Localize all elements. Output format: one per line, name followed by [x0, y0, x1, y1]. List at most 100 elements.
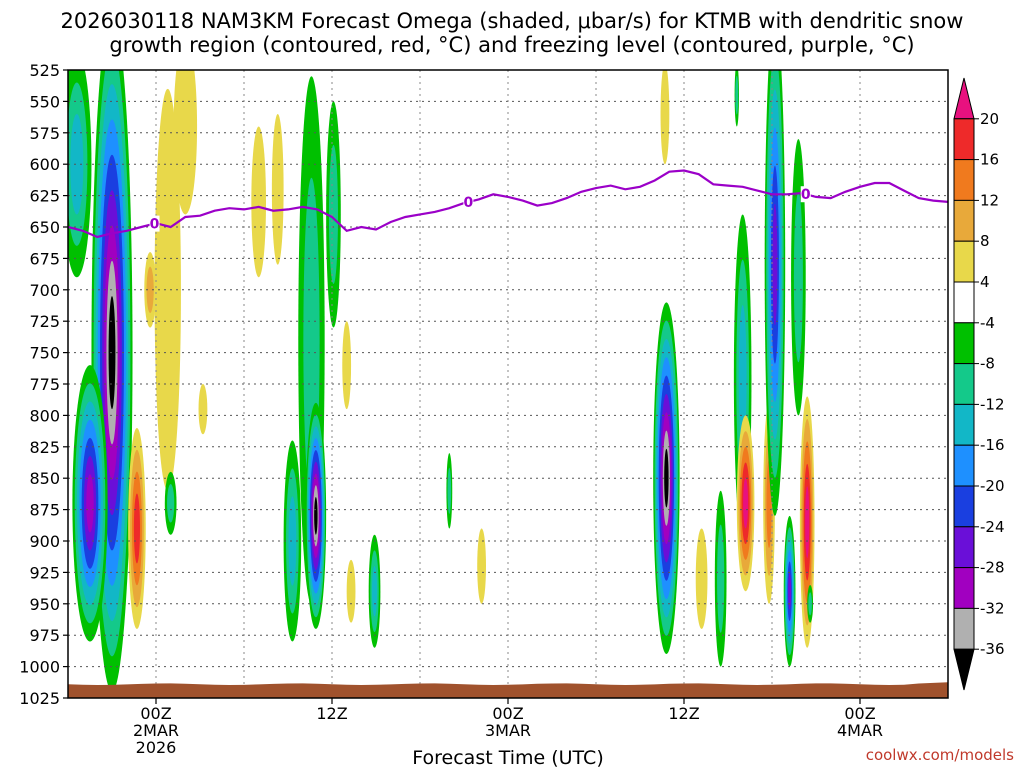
- omega-feature: [346, 559, 356, 623]
- colorbar-swatch: [953, 159, 975, 201]
- omega-contour: [660, 70, 670, 165]
- omega-feature: [734, 70, 739, 127]
- omega-contour: [477, 528, 486, 604]
- omega-contour: [146, 266, 154, 313]
- omega-contour: [251, 126, 266, 278]
- omega-contour: [808, 592, 812, 616]
- freezing-label-bg: [463, 194, 474, 211]
- omega-contour: [154, 88, 181, 491]
- omega-contour: [198, 384, 208, 435]
- omega-contour: [793, 192, 803, 363]
- omega-contour: [735, 75, 739, 115]
- colorbar: 20 16 12 8 4 -4 -8 -12 -16 -20 -24 -28 -32 -36: [953, 77, 1005, 691]
- omega-contour: [346, 559, 356, 623]
- colorbar-swatch: [953, 403, 975, 446]
- colorbar-swatch: [953, 322, 975, 365]
- colorbar-label: -20: [980, 477, 1005, 495]
- colorbar-label: 16: [980, 151, 999, 169]
- x-tick-label: 3MAR: [485, 721, 531, 740]
- x-tick-label: 2026: [136, 738, 177, 757]
- omega-feature: [251, 126, 266, 278]
- x-tick-label: 2MAR: [133, 721, 179, 740]
- omega-feature: [653, 302, 680, 655]
- omega-contour: [314, 497, 318, 535]
- omega-contour: [86, 474, 94, 533]
- y-tick-label: 750: [29, 344, 60, 363]
- colorbar-swatch: [953, 77, 975, 120]
- y-tick-label: 775: [29, 375, 60, 394]
- colorbar-label: -32: [980, 599, 1005, 617]
- omega-contour: [717, 524, 725, 633]
- colorbar-swatch: [953, 485, 975, 528]
- y-tick-label: 650: [29, 218, 60, 237]
- x-tick-label: 00Z: [844, 704, 875, 723]
- omega-feature: [446, 453, 453, 529]
- y-tick-label: 900: [29, 532, 60, 551]
- colorbar-swatch: [953, 281, 975, 324]
- y-axis-ticks: 525 550 575 600 625 650 675 700 725 750 775 800 825 8…: [19, 61, 68, 708]
- omega-feature: [477, 528, 486, 604]
- credit-text: coolwx.com/models: [866, 746, 1014, 764]
- x-tick-label: 12Z: [316, 704, 347, 723]
- omega-contour: [328, 144, 338, 285]
- y-tick-label: 950: [29, 595, 60, 614]
- omega-contour: [805, 486, 810, 559]
- y-tick-label: 925: [29, 563, 60, 582]
- omega-feature: [342, 321, 352, 410]
- y-tick-label: 550: [29, 92, 60, 111]
- y-tick-label: 975: [29, 626, 60, 645]
- omega-contour: [173, 70, 198, 215]
- colorbar-swatch: [953, 363, 975, 405]
- colorbar-label: 20: [980, 110, 999, 128]
- omega-feature: [144, 252, 156, 328]
- y-tick-label: 675: [29, 249, 60, 268]
- y-tick-label: 1000: [19, 658, 60, 677]
- freezing-level-label: 0: [464, 195, 474, 211]
- omega-contour: [664, 448, 669, 508]
- surface-band: [68, 682, 948, 698]
- omega-feature: [271, 113, 284, 265]
- omega-feature: [198, 384, 208, 435]
- colorbar-label: -28: [980, 559, 1005, 577]
- omega-feature: [368, 534, 381, 648]
- omega-contour: [788, 572, 792, 610]
- omega-feature: [305, 402, 327, 629]
- y-tick-label: 625: [29, 187, 60, 206]
- colorbar-label: -8: [980, 355, 995, 373]
- omega-feature: [791, 139, 806, 416]
- chart-title-line2: growth region (contoured, red, °C) and f…: [109, 33, 914, 57]
- y-tick-label: 850: [29, 469, 60, 488]
- colorbar-swatch: [953, 199, 975, 242]
- omega-feature: [783, 515, 796, 667]
- x-tick-label: 12Z: [668, 704, 699, 723]
- freezing-level-label: 0: [801, 187, 811, 203]
- omega-contour: [371, 566, 378, 617]
- x-axis-label: Forecast Time (UTC): [412, 747, 603, 768]
- y-tick-label: 725: [29, 312, 60, 331]
- omega-contour: [271, 113, 284, 265]
- omega-feature: [660, 70, 670, 165]
- omega-feature: [326, 101, 341, 328]
- colorbar-label: -4: [980, 314, 995, 332]
- omega-feature: [68, 70, 92, 278]
- omega-feature: [72, 365, 108, 642]
- y-tick-label: 825: [29, 438, 60, 457]
- freezing-level-contour: 0 0 0: [68, 169, 948, 239]
- y-tick-label: 1025: [19, 689, 60, 708]
- omega-contour: [447, 467, 452, 514]
- y-tick-label: 525: [29, 61, 60, 80]
- omega-contour: [695, 528, 708, 629]
- colorbar-label: 4: [980, 273, 990, 291]
- omega-feature: [736, 415, 755, 592]
- colorbar-swatch: [953, 526, 975, 569]
- chart-title-line1: 2026030118 NAM3KM Forecast Omega (shaded…: [61, 9, 964, 33]
- omega-contour: [288, 496, 297, 586]
- omega-contour: [342, 321, 352, 410]
- colorbar-label: -16: [980, 436, 1005, 454]
- omega-feature: [764, 70, 786, 516]
- y-tick-label: 800: [29, 406, 60, 425]
- grid-lines: [68, 69, 948, 699]
- omega-feature: [128, 427, 146, 629]
- omega-feature: [154, 88, 181, 491]
